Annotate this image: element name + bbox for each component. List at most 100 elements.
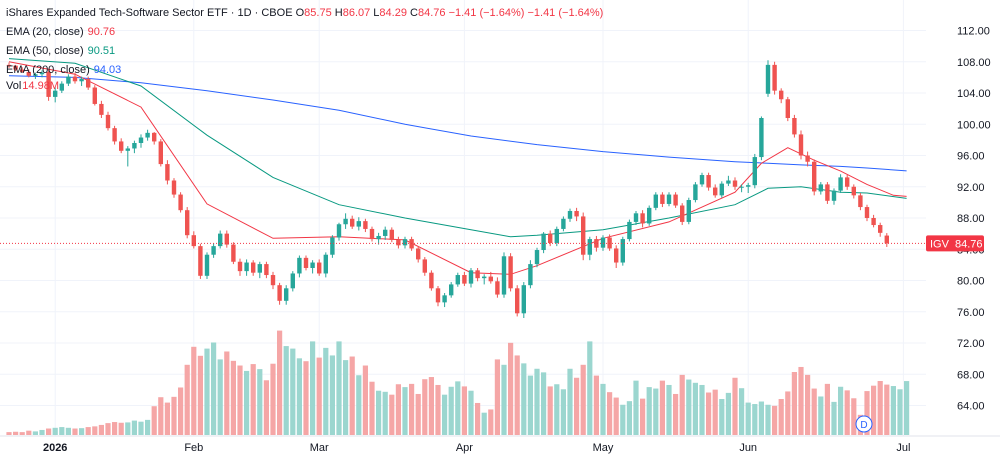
candle-body	[567, 210, 573, 219]
volume-bar	[237, 365, 243, 435]
candle-body	[92, 87, 97, 104]
candle	[158, 139, 163, 167]
candle	[805, 151, 810, 167]
candle-body	[224, 233, 229, 245]
volume-bar	[145, 419, 151, 435]
candle	[732, 177, 738, 190]
volume-bar	[26, 430, 32, 435]
candle-body	[125, 148, 130, 151]
candle	[818, 182, 823, 195]
volume-bar	[310, 341, 316, 435]
candle-body	[99, 103, 104, 115]
volume-bar	[442, 394, 448, 435]
candle-body	[429, 272, 434, 289]
candle-body	[422, 259, 427, 273]
volume-bar	[13, 431, 19, 435]
ema20-label: EMA (20, close)	[6, 26, 84, 38]
candle	[363, 218, 368, 233]
ema20-legend[interactable]: EMA (20, close) 90.76	[6, 23, 603, 42]
candle-body	[693, 184, 698, 201]
volume-bar	[626, 401, 632, 435]
dividend-event-badge[interactable]: D	[855, 415, 873, 433]
candle	[198, 243, 203, 279]
candle-body	[284, 288, 289, 301]
price-tag-symbol: IGV	[930, 238, 950, 250]
time-tick-label: Apr	[456, 442, 473, 454]
candle-body	[627, 221, 632, 240]
candle	[838, 174, 843, 193]
candle-body	[171, 180, 177, 195]
candle-body	[105, 114, 111, 129]
volume-bar	[692, 382, 698, 435]
candle	[864, 204, 870, 222]
ema50-legend[interactable]: EMA (50, close) 90.51	[6, 42, 603, 61]
open-value: 85.75	[304, 7, 332, 19]
candle	[534, 247, 540, 268]
candle-body	[660, 194, 665, 204]
candle	[475, 268, 480, 282]
candle	[713, 184, 718, 198]
candle	[66, 74, 71, 86]
volume-bar	[719, 399, 725, 435]
candle-body	[330, 237, 335, 255]
volume-bar	[904, 381, 910, 435]
candle-body	[323, 254, 328, 274]
price-tick-label: 112.00	[957, 26, 990, 38]
candle	[211, 243, 216, 258]
candle-body	[270, 275, 276, 286]
volume-bar	[72, 428, 78, 435]
candle	[581, 212, 586, 261]
candle	[46, 69, 51, 101]
volume-bar	[494, 359, 500, 435]
volume-bar	[613, 397, 619, 435]
candle	[297, 255, 302, 278]
candle	[660, 192, 665, 208]
candle	[825, 182, 830, 204]
volume-bar	[673, 393, 679, 435]
candle	[237, 258, 243, 276]
candle-body	[845, 177, 850, 187]
candle	[13, 64, 18, 72]
volume-bar	[838, 386, 844, 435]
candle-body	[666, 194, 672, 204]
candle-body	[402, 239, 408, 246]
candle-body	[383, 229, 388, 236]
volume-bar	[171, 396, 177, 435]
volume-bar	[752, 404, 758, 435]
symbol-title[interactable]: iShares Expanded Tech-Software Sector ET…	[6, 7, 293, 19]
ema50-label: EMA (50, close)	[6, 45, 84, 57]
candle-body	[165, 164, 170, 181]
volume-bar	[257, 369, 263, 435]
volume-bar	[534, 368, 540, 435]
volume-bar	[884, 384, 890, 435]
volume-legend[interactable]: Vol14.98M	[6, 80, 603, 93]
candle	[501, 252, 507, 298]
candle-body	[488, 276, 493, 282]
volume-bar	[897, 389, 903, 435]
candle	[567, 208, 573, 222]
volume-bar	[791, 372, 797, 435]
price-tick-label: 68.00	[957, 369, 985, 381]
candle-body	[878, 225, 883, 233]
candle	[878, 222, 883, 237]
candle	[693, 182, 698, 203]
candle	[6, 62, 12, 68]
candle-body	[257, 264, 262, 273]
time-tick-label: Feb	[184, 442, 203, 454]
volume-bar	[138, 421, 144, 435]
volume-bar	[59, 427, 65, 435]
volume-bar	[376, 390, 382, 435]
volume-bar	[329, 355, 335, 435]
volume-bar	[336, 341, 342, 435]
price-tick-label: 108.00	[957, 57, 991, 69]
candle-body	[713, 187, 718, 196]
candle	[422, 257, 427, 276]
candle	[752, 153, 757, 189]
time-axis[interactable]: 2026 Feb Mar Apr May Jun Jul	[0, 435, 1000, 454]
candle-body	[6, 64, 12, 66]
volume-bar	[39, 429, 45, 435]
price-axis[interactable]: 112.00 108.00 104.00 100.00 96.00 92.00 88.00 8…	[957, 26, 991, 413]
candle	[831, 188, 837, 205]
ema200-legend[interactable]: EMA (200, close) 94.03	[6, 61, 603, 80]
